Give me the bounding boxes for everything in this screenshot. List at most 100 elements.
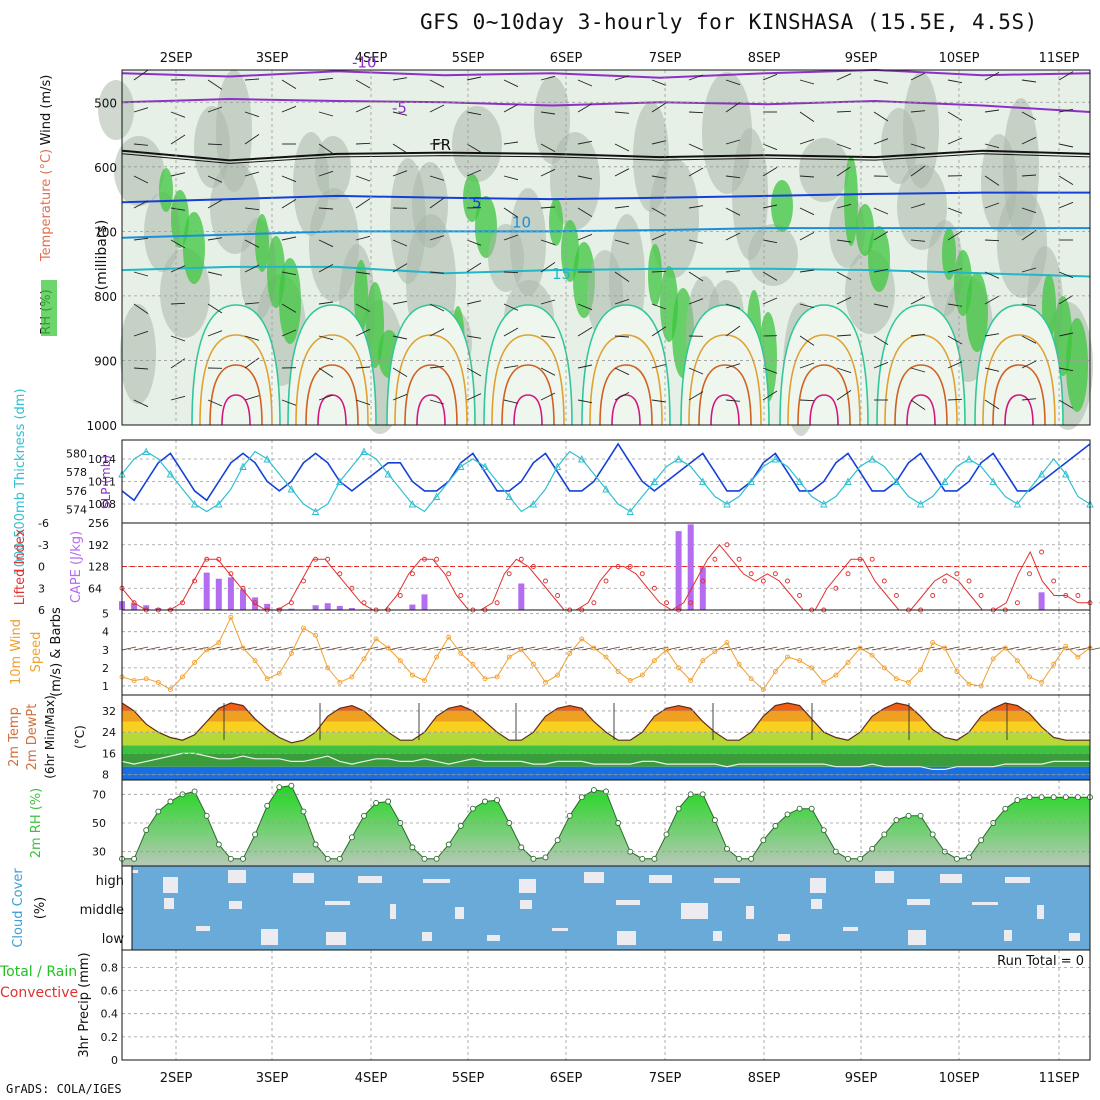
cape-bar — [155, 607, 162, 610]
rh-marker — [494, 797, 501, 804]
rh-marker — [1074, 794, 1081, 801]
date-label-top: 3SEP — [256, 51, 289, 66]
wind-barb — [207, 199, 223, 209]
wind-barb-10m — [303, 646, 318, 651]
wind-speed-marker — [264, 676, 270, 682]
wind-barb — [799, 111, 815, 123]
wind-speed-marker — [1027, 674, 1032, 680]
wind-barb — [984, 239, 1000, 242]
rh-marker — [252, 831, 259, 838]
wind-barb — [688, 167, 704, 177]
rh-marker — [1002, 805, 1009, 812]
lifted-index-marker — [301, 578, 306, 584]
lifted-index-marker — [1014, 600, 1020, 606]
wind-barb — [1058, 367, 1074, 372]
thickness-tick: 580 — [66, 447, 87, 460]
wind-barb — [540, 111, 556, 115]
wind-barb — [725, 139, 741, 145]
isotherm-label: FR — [432, 136, 451, 154]
wind-barb — [984, 271, 1000, 279]
wind-speed-marker — [349, 674, 355, 680]
date-label-bottom: 2SEP — [160, 1071, 193, 1086]
slp-marker — [795, 477, 804, 485]
wind-barb — [133, 69, 149, 81]
wind-barb — [503, 141, 519, 145]
lifted-index-marker — [288, 600, 294, 606]
slp-marker — [941, 477, 949, 485]
lifted-index-marker — [543, 578, 548, 584]
temperature-axis-label: Temperature (°C) — [39, 149, 54, 262]
cape-bar — [203, 572, 210, 610]
wind-barb-10m — [327, 646, 342, 651]
wind-speed-marker — [676, 665, 682, 671]
precip-legend-total: Total / Rain — [0, 964, 77, 980]
date-label-top: 4SEP — [355, 51, 388, 66]
wind-barb — [688, 111, 704, 114]
lifted-index-tick: -6 — [38, 517, 49, 530]
temp-tick: 32 — [102, 705, 116, 718]
surface-isotherm — [787, 334, 861, 426]
wind-barb-10m — [448, 646, 463, 651]
slp-marker — [287, 484, 296, 493]
dewpoint-line — [121, 752, 1090, 771]
wind-barb — [170, 207, 186, 211]
rh-shade-green — [942, 228, 956, 280]
wind-barb — [614, 143, 630, 152]
lifted-index-marker — [409, 571, 415, 577]
rh-tick: 30 — [92, 846, 106, 859]
wind-barb — [170, 395, 186, 401]
wind-barb — [799, 303, 815, 309]
wind-barb — [910, 72, 926, 81]
wind-barb — [244, 335, 260, 341]
wind-barb — [799, 207, 815, 216]
wind-speed-marker — [1075, 654, 1081, 660]
wind-barb-10m — [835, 646, 850, 651]
wind-speed-marker — [881, 665, 887, 671]
wind-barb — [651, 175, 667, 179]
wind-barb — [836, 239, 852, 243]
wind-barb — [725, 101, 741, 113]
wind-barb — [836, 143, 852, 150]
precip-frame — [121, 949, 1091, 1061]
wind-barb-10m — [218, 646, 233, 651]
wind-barb — [799, 399, 815, 402]
wind-barb — [651, 207, 667, 217]
rh-marker — [457, 822, 464, 829]
wind-barb — [503, 103, 519, 113]
wind-barb — [429, 271, 445, 274]
slp-marker — [650, 477, 659, 485]
wind-barb-10m — [872, 646, 887, 651]
wind-barb — [281, 303, 297, 313]
wind-barb-10m — [545, 646, 560, 651]
rh-shade-dark — [649, 158, 699, 278]
wind-speed-marker — [361, 656, 367, 662]
temp-tick: 8 — [102, 769, 109, 782]
wind-speed-marker — [772, 669, 778, 674]
thickness-line — [121, 442, 1091, 502]
wind-speed-marker — [603, 654, 609, 660]
wind-barb — [577, 364, 593, 369]
cloud-axis-label: Cloud Cover — [11, 868, 26, 948]
wind-speed-marker — [736, 661, 742, 667]
wind-barb-10m — [726, 646, 742, 651]
cloud-gap — [907, 899, 930, 905]
wind-barb-10m — [170, 646, 185, 651]
rh-tick: 70 — [92, 788, 106, 801]
cloud-gap — [649, 875, 672, 883]
wind-speed-marker — [906, 679, 911, 685]
wind-speed-marker — [530, 661, 536, 667]
wind-barb — [540, 239, 556, 246]
lifted-index-tick: 6 — [38, 604, 45, 617]
cape-bar — [675, 531, 682, 610]
cloud-gap — [746, 906, 754, 919]
slp-marker — [626, 507, 634, 515]
wind-barb — [910, 203, 926, 209]
surface-isotherm — [199, 334, 273, 426]
wind-barb — [725, 175, 741, 179]
wind-barb-10m — [956, 646, 971, 651]
wind-barb — [244, 111, 260, 118]
wind-barb — [762, 166, 778, 177]
wind-speed-marker — [688, 678, 694, 683]
cloud-gap — [390, 904, 396, 919]
wind-barb — [355, 366, 371, 369]
